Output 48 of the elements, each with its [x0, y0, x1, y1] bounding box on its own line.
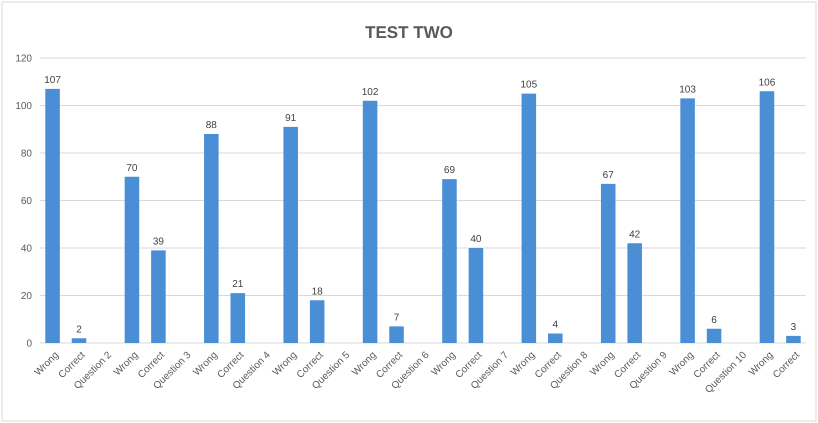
- bar: [600, 184, 616, 343]
- data-label: 67: [602, 170, 614, 181]
- bar: [548, 334, 563, 343]
- data-label: 18: [312, 286, 324, 298]
- y-tick-label: 80: [20, 148, 32, 160]
- bar: [680, 98, 695, 343]
- data-label: 70: [126, 162, 138, 174]
- y-tick-label: 60: [20, 196, 32, 207]
- data-label: 21: [232, 279, 244, 290]
- bar: [204, 134, 219, 343]
- bar: [760, 91, 774, 343]
- data-label: 6: [711, 314, 718, 326]
- data-label: 4: [552, 320, 559, 330]
- bar: [522, 94, 536, 343]
- data-label: 3: [790, 322, 797, 333]
- y-tick-label: 120: [15, 54, 32, 64]
- bar: [72, 338, 86, 343]
- bar: [706, 328, 722, 343]
- bar: [786, 336, 801, 343]
- bar: [124, 176, 140, 343]
- data-label: 88: [206, 120, 218, 131]
- bar: [389, 326, 404, 343]
- bar: [283, 126, 298, 343]
- bar: [45, 88, 60, 343]
- bar: [151, 250, 166, 343]
- data-label: 2: [76, 324, 82, 336]
- data-label: 39: [152, 236, 164, 248]
- data-label: 40: [470, 234, 482, 245]
- data-label: 7: [394, 312, 400, 324]
- data-label: 107: [44, 74, 62, 86]
- data-label: 105: [520, 80, 538, 91]
- data-label: 102: [362, 86, 379, 98]
- data-label: 103: [679, 84, 696, 96]
- y-tick-label: 100: [15, 101, 32, 112]
- data-label: 42: [629, 229, 641, 240]
- bar: [310, 300, 324, 343]
- bar: [468, 248, 484, 343]
- bar: [230, 293, 246, 343]
- y-tick-label: 40: [20, 244, 32, 254]
- bar: [442, 179, 457, 343]
- data-label: 91: [285, 112, 297, 124]
- bar: [362, 100, 378, 343]
- chart-title: TEST TWO: [365, 23, 453, 42]
- bar: [627, 243, 642, 343]
- data-label: 69: [444, 165, 456, 176]
- y-tick-label: 0: [26, 338, 32, 350]
- y-tick-label: 20: [20, 291, 32, 302]
- data-label: 106: [758, 77, 776, 88]
